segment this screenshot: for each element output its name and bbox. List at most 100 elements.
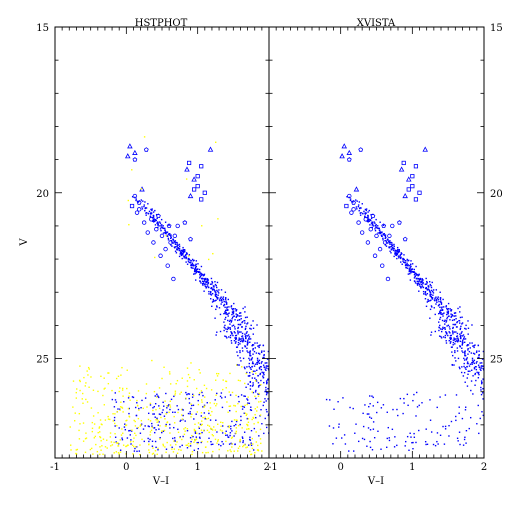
data-point [148, 444, 149, 445]
data-point [463, 334, 464, 335]
data-point [249, 336, 250, 337]
data-point [259, 345, 260, 346]
data-point [212, 444, 213, 445]
data-point [204, 396, 205, 397]
data-point [210, 419, 211, 420]
data-point [252, 382, 253, 383]
data-point [258, 361, 259, 362]
data-point [177, 412, 178, 413]
data-point [245, 326, 246, 327]
data-point [377, 232, 378, 233]
data-point [263, 373, 264, 374]
data-point [114, 425, 115, 426]
data-point [109, 419, 110, 420]
data-point [127, 370, 128, 371]
data-point [463, 375, 464, 376]
data-point [197, 263, 198, 264]
data-point [460, 317, 461, 318]
data-point [467, 374, 468, 375]
data-point [165, 393, 166, 394]
data-point [414, 277, 415, 278]
data-point [181, 255, 182, 256]
data-point [425, 444, 426, 445]
data-point [247, 399, 248, 400]
data-point [421, 402, 422, 403]
data-point [235, 443, 236, 444]
data-point [197, 411, 198, 412]
data-point [442, 299, 443, 300]
data-point [238, 401, 239, 402]
data-point [223, 305, 224, 306]
data-point [100, 376, 101, 377]
data-point [260, 438, 261, 439]
data-point [459, 322, 460, 323]
data-point [225, 310, 226, 311]
data-point [245, 396, 246, 397]
data-point [201, 390, 202, 391]
data-point [405, 262, 406, 263]
data-point [251, 366, 252, 367]
data-point [183, 428, 184, 429]
data-point [192, 263, 193, 264]
data-point [478, 351, 479, 352]
data-point [238, 342, 239, 343]
data-point [409, 271, 410, 272]
data-point [470, 364, 471, 365]
data-point [459, 306, 460, 307]
data-point [379, 229, 380, 230]
data-point [464, 437, 465, 438]
data-point [152, 410, 153, 411]
data-point [144, 201, 145, 202]
data-point [141, 206, 142, 207]
data-point [458, 413, 459, 414]
data-point [200, 276, 201, 277]
data-point [230, 428, 231, 429]
data-point [471, 362, 472, 363]
data-point [387, 239, 388, 240]
data-point [72, 406, 73, 407]
data-point [432, 295, 433, 296]
data-point [329, 399, 330, 400]
data-point [203, 406, 204, 407]
data-point [442, 309, 443, 310]
data-point [255, 364, 256, 365]
data-point [455, 360, 456, 361]
data-point [446, 308, 447, 309]
data-point [203, 281, 204, 282]
data-point [129, 393, 130, 394]
data-point [228, 336, 229, 337]
data-point [256, 441, 257, 442]
data-point [448, 425, 449, 426]
data-point [453, 364, 454, 365]
data-point [122, 439, 123, 440]
data-point [459, 311, 460, 312]
data-point [458, 358, 459, 359]
data-point [191, 454, 192, 455]
data-point [221, 289, 222, 290]
data-point [139, 444, 140, 445]
data-point [74, 420, 75, 421]
data-point [238, 425, 239, 426]
data-point [225, 297, 226, 298]
data-point [250, 442, 251, 443]
data-point [213, 426, 214, 427]
data-point [262, 375, 263, 376]
data-point [231, 430, 232, 431]
data-point [249, 363, 250, 364]
data-point [481, 383, 482, 384]
data-point [417, 406, 418, 407]
data-point [155, 403, 156, 404]
data-point [467, 333, 468, 334]
data-point [201, 392, 202, 393]
data-point [136, 402, 137, 403]
data-point [241, 338, 242, 339]
data-point [258, 435, 259, 436]
data-point [258, 422, 259, 423]
y-tick-label: 25 [36, 355, 49, 366]
data-point [239, 319, 240, 320]
data-point [159, 437, 160, 438]
data-point [190, 437, 191, 438]
data-point [102, 454, 103, 455]
data-point [446, 314, 447, 315]
data-point [413, 394, 414, 395]
